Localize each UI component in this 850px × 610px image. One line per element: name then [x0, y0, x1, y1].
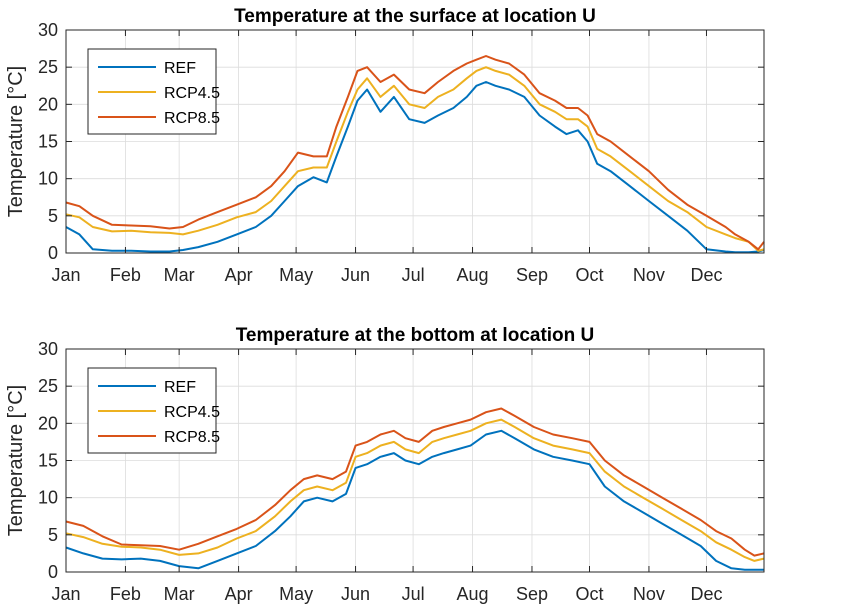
y-axis-label: Temperature [°C]	[5, 385, 27, 536]
legend-entry-label: RCP8.5	[164, 110, 220, 127]
legend-entry-label: RCP4.5	[164, 85, 220, 102]
x-tick-label: Nov	[633, 584, 665, 604]
y-tick-label: 20	[38, 94, 58, 114]
x-tick-label: Jun	[341, 584, 370, 604]
y-tick-label: 15	[38, 132, 58, 152]
x-tick-label: Oct	[575, 265, 603, 285]
x-tick-label: Jul	[402, 584, 425, 604]
y-tick-label: 10	[38, 488, 58, 508]
legend: REF RCP4.5 RCP8.5	[87, 367, 220, 454]
x-tick-label: Aug	[457, 584, 489, 604]
x-tick-label: Apr	[225, 584, 253, 604]
x-tick-label: Jul	[402, 265, 425, 285]
legend-entry-label: REF	[164, 60, 196, 77]
y-tick-label: 5	[48, 525, 58, 545]
x-tick-label: Feb	[110, 584, 141, 604]
y-tick-label: 10	[38, 169, 58, 189]
chart-panel: 0 5 10 15 20 25 30 Jan Feb Mar Apr May Jun Jul Aug Sep O…	[5, 325, 765, 604]
x-tick-label: Aug	[457, 265, 489, 285]
chart-title: Temperature at the bottom at location U	[236, 325, 595, 346]
legend: REF RCP4.5 RCP8.5	[87, 48, 220, 135]
x-tick-label: Jan	[51, 265, 80, 285]
series-line-rcp45	[65, 418, 765, 562]
x-tick-label: Sep	[516, 265, 548, 285]
x-tick-label: Oct	[575, 584, 603, 604]
y-tick-label: 30	[38, 20, 58, 40]
y-tick-label: 25	[38, 376, 58, 396]
y-axis-label: Temperature [°C]	[5, 66, 27, 217]
x-tick-label: Dec	[690, 584, 722, 604]
y-tick-label: 30	[38, 339, 58, 359]
x-tick-label: Nov	[633, 265, 665, 285]
x-tick-label: Jun	[341, 265, 370, 285]
chart-panel: 0 5 10 15 20 25 30 Jan Feb Mar Apr May Jun Jul Aug Sep O…	[5, 6, 765, 285]
x-tick-label: Feb	[110, 265, 141, 285]
series-line-ref	[65, 81, 765, 254]
x-tick-label: Dec	[690, 265, 722, 285]
x-tick-label: Mar	[164, 584, 195, 604]
y-tick-label: 15	[38, 451, 58, 471]
chart-title: Temperature at the surface at location U	[234, 6, 596, 27]
x-tick-label: May	[279, 584, 313, 604]
legend-entry-label: RCP4.5	[164, 404, 220, 421]
series-line-ref	[65, 429, 764, 571]
x-tick-label: May	[279, 265, 313, 285]
y-tick-label: 5	[48, 206, 58, 226]
series-line-rcp85	[65, 407, 765, 557]
legend-entry-label: REF	[164, 379, 196, 396]
y-tick-label: 20	[38, 413, 58, 433]
x-tick-label: Mar	[164, 265, 195, 285]
y-tick-label: 0	[48, 243, 58, 263]
x-tick-label: Sep	[516, 584, 548, 604]
legend-entry-label: RCP8.5	[164, 429, 220, 446]
y-tick-label: 25	[38, 57, 58, 77]
series-line-rcp85	[65, 55, 765, 251]
x-tick-label: Jan	[51, 584, 80, 604]
x-tick-label: Apr	[225, 265, 253, 285]
y-tick-label: 0	[48, 562, 58, 582]
series-line-rcp45	[65, 66, 765, 252]
